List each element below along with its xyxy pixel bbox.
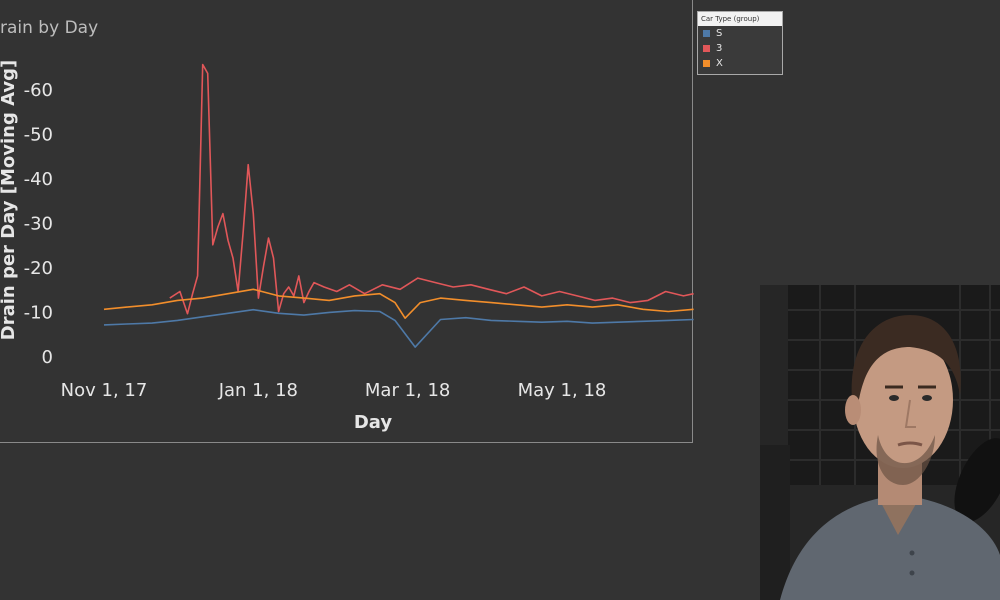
legend-item-x[interactable]: X bbox=[698, 56, 782, 71]
y-axis-label: Drain per Day [Moving Avg] bbox=[0, 60, 19, 341]
series-line-x[interactable] bbox=[103, 288, 694, 320]
y-tick-label: -10 bbox=[24, 303, 53, 324]
legend-swatch-3 bbox=[703, 45, 710, 52]
y-tick-label: -30 bbox=[24, 214, 53, 235]
legend-item-s[interactable]: S bbox=[698, 26, 782, 41]
legend-title: Car Type (group) bbox=[698, 12, 782, 26]
y-tick-label: -40 bbox=[24, 169, 53, 190]
y-tick-label: -20 bbox=[24, 258, 53, 279]
x-axis-label: Day bbox=[354, 412, 393, 433]
x-tick-label: Nov 1, 17 bbox=[61, 380, 148, 401]
series-line-s[interactable] bbox=[103, 308, 694, 348]
y-tick-label: 0 bbox=[42, 347, 53, 368]
series-line-3[interactable] bbox=[169, 63, 694, 315]
y-tick-label: -50 bbox=[24, 125, 53, 146]
y-tick-label: -60 bbox=[24, 80, 53, 101]
line-chart: 0 -10 -20 -30 -40 -50 -60 Nov 1, 17 Jan 1, 18 Ma… bbox=[0, 60, 694, 433]
x-tick-label: Mar 1, 18 bbox=[365, 380, 450, 401]
legend-swatch-x bbox=[703, 60, 710, 67]
chart-title: rain by Day bbox=[0, 18, 99, 38]
legend-label-3: 3 bbox=[716, 43, 723, 54]
x-tick-label: May 1, 18 bbox=[518, 380, 607, 401]
webcam-overlay bbox=[760, 285, 1000, 600]
legend-item-3[interactable]: 3 bbox=[698, 41, 782, 56]
legend-label-s: S bbox=[716, 28, 723, 39]
legend[interactable]: Car Type (group) S 3 X bbox=[697, 11, 783, 75]
x-tick-label: Jan 1, 18 bbox=[218, 380, 298, 401]
legend-label-x: X bbox=[716, 58, 723, 69]
legend-swatch-s bbox=[703, 30, 710, 37]
